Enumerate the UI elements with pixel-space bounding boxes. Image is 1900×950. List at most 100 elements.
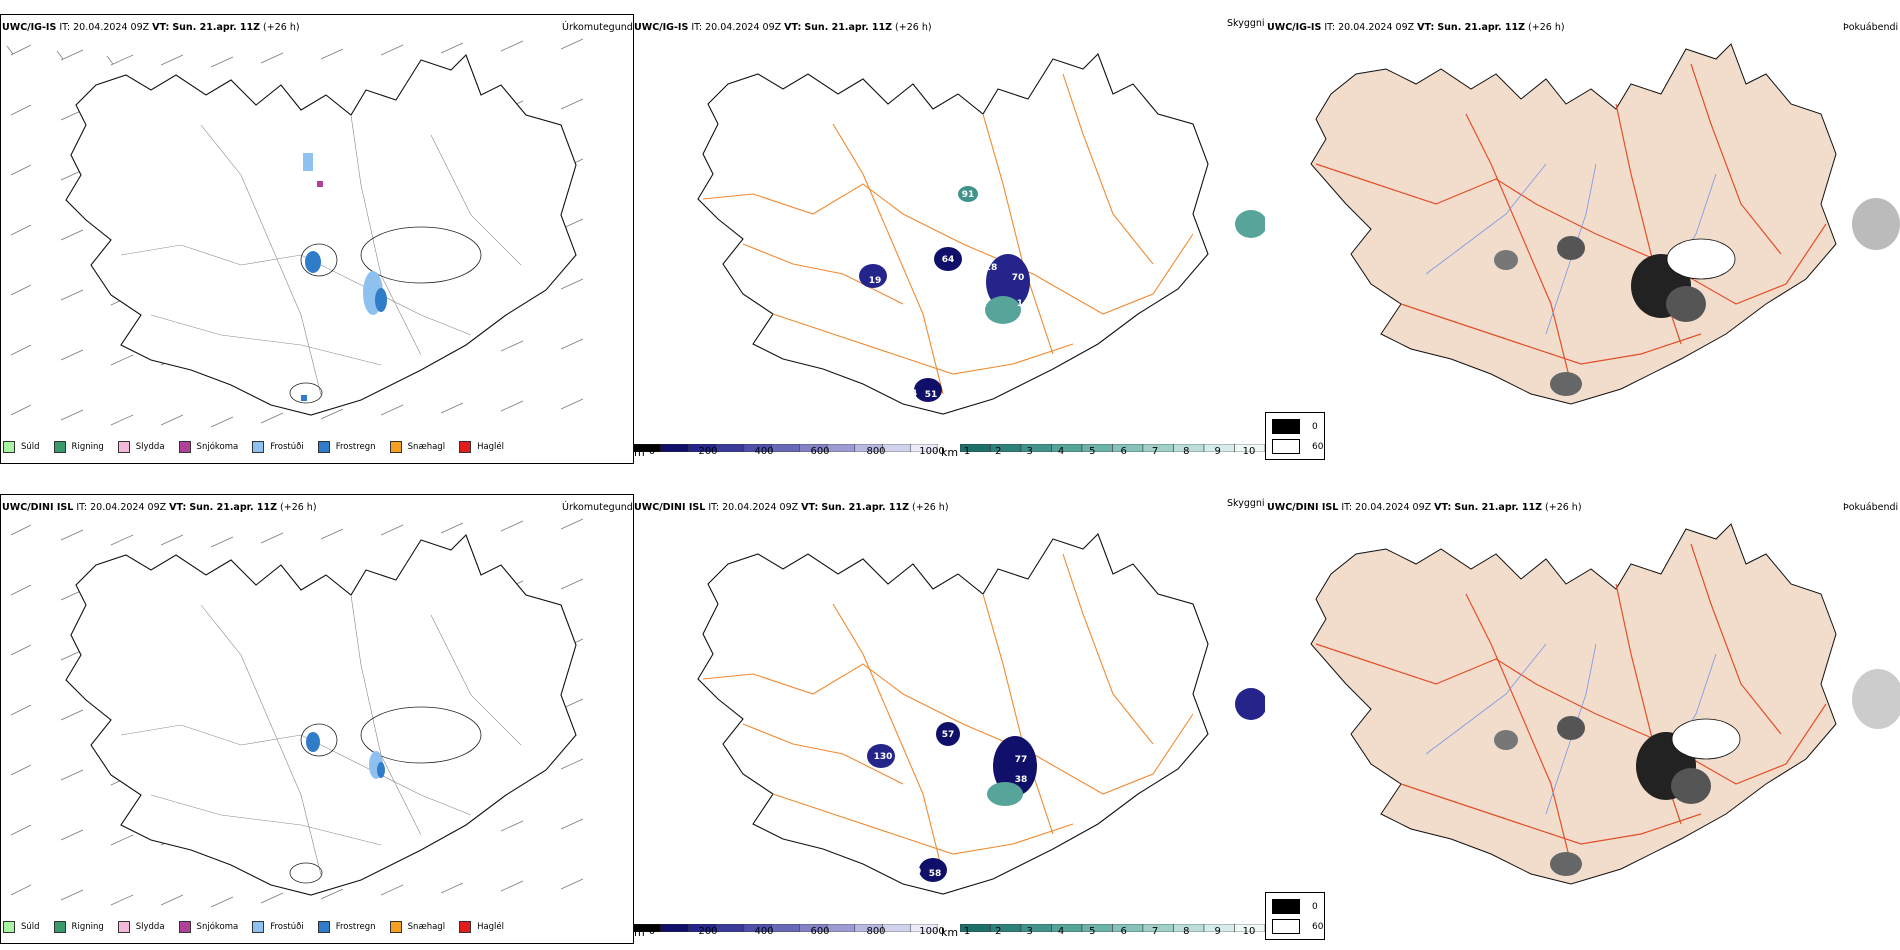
colorbar-tick-label: 0 bbox=[648, 446, 656, 457]
legend-label: Súld bbox=[21, 442, 40, 452]
visibility-label: 19 bbox=[869, 276, 882, 286]
legend-label: Snæhagl bbox=[407, 922, 446, 932]
visibility-label: 57 bbox=[942, 730, 955, 740]
panel-header: UWC/DINI ISL IT: 20.04.2024 09Z VT: Sun.… bbox=[2, 502, 317, 513]
legend-item: Snæhagl bbox=[389, 441, 445, 453]
it-value: 20.04.2024 09Z bbox=[1355, 502, 1432, 513]
roads bbox=[120, 594, 522, 876]
colorbar-tick-label: 7 bbox=[1151, 926, 1159, 937]
legend-label: Frostregn bbox=[335, 922, 376, 932]
lead-time: (+26 h) bbox=[280, 502, 317, 513]
lead-time: (+26 h) bbox=[912, 502, 949, 513]
precip-panel-bottom: Súld Rigning Slydda Snjókoma Frostúði Fr… bbox=[0, 494, 634, 944]
legend-label: Frostúði bbox=[270, 922, 304, 932]
lead-time: (+26 h) bbox=[1528, 22, 1565, 33]
legend-item: Frostregn bbox=[317, 921, 376, 933]
roads bbox=[120, 114, 522, 396]
legend-label: Snjókoma bbox=[196, 922, 239, 932]
legend-label: Frostregn bbox=[335, 442, 376, 452]
colorbar-swatch bbox=[826, 443, 856, 453]
fog-legend-value: 60 bbox=[1312, 441, 1324, 452]
visibility-colorbar bbox=[959, 437, 1266, 453]
roads bbox=[1315, 543, 1827, 865]
elevation-colorbar-swatches bbox=[632, 443, 939, 453]
legend-swatch bbox=[389, 441, 402, 453]
legend-swatch bbox=[252, 921, 265, 933]
vt-value: Sun. 21.apr. 11Z bbox=[821, 502, 909, 513]
legend-swatch bbox=[459, 441, 472, 453]
colorbar-tick-label: 0 bbox=[648, 926, 656, 937]
legend-item: Haglél bbox=[459, 441, 504, 453]
legend-label: Haglél bbox=[477, 922, 505, 932]
colorbar-swatch bbox=[1112, 443, 1144, 453]
visibility-label: 28 bbox=[985, 263, 998, 273]
panel-title: Þokuábendi bbox=[1843, 502, 1899, 513]
legend-label: Rigning bbox=[71, 442, 104, 452]
colorbar-tick-label: 8 bbox=[1183, 446, 1190, 457]
panel-title: Úrkomutegund bbox=[562, 22, 633, 33]
roads bbox=[702, 73, 1194, 395]
colorbar-tick-label: 3 bbox=[1026, 446, 1033, 457]
colorbar-tick-label: 9 bbox=[1214, 446, 1221, 457]
fog-legend: 0 60 bbox=[1265, 892, 1325, 940]
it-label: IT: bbox=[708, 502, 720, 513]
visibility-colorbar-swatches bbox=[959, 923, 1266, 933]
colorbar-tick-label: 800 bbox=[866, 446, 886, 457]
iceland-coast bbox=[697, 533, 1209, 895]
colorbar-tick-label: 5 bbox=[1089, 926, 1096, 937]
visibility-areas bbox=[867, 688, 1265, 882]
elevation-unit: m bbox=[634, 926, 645, 939]
legend-swatch bbox=[117, 921, 130, 933]
fog-areas bbox=[1494, 198, 1900, 396]
it-value: 20.04.2024 09Z bbox=[90, 502, 167, 513]
legend-swatch bbox=[3, 441, 15, 453]
colorbar-tick-label: 1 bbox=[963, 926, 971, 937]
vt-value: Sun. 21.apr. 11Z bbox=[172, 22, 261, 33]
it-label: IT: bbox=[691, 22, 703, 33]
colorbar-swatch bbox=[882, 443, 911, 453]
it-value: 20.04.2024 09Z bbox=[1338, 22, 1415, 33]
colorbar-swatch bbox=[1081, 923, 1113, 933]
fog-panel-top bbox=[1266, 14, 1900, 462]
legend-item: Haglél bbox=[459, 921, 504, 933]
visibility-areas bbox=[859, 186, 1265, 402]
iceland-coast bbox=[65, 534, 577, 896]
colorbar-swatch bbox=[1142, 443, 1174, 453]
colorbar-swatch bbox=[1142, 923, 1174, 933]
legend-label: Rigning bbox=[71, 922, 104, 932]
vt-value: Sun. 21.apr. 11Z bbox=[804, 22, 893, 33]
it-value: 20.04.2024 09Z bbox=[705, 22, 782, 33]
colorbar-swatch bbox=[715, 443, 745, 453]
legend-swatch bbox=[252, 441, 265, 453]
colorbar-tick-label: 4 bbox=[1057, 926, 1065, 937]
visibility-label: 130 bbox=[874, 752, 893, 762]
visibility-colorbar-swatches bbox=[959, 443, 1266, 453]
colorbar-tick-label: 200 bbox=[698, 446, 718, 457]
colorbar-swatch bbox=[882, 923, 911, 933]
vt-label: VT: bbox=[784, 22, 802, 33]
colorbar-swatch bbox=[660, 923, 689, 933]
elevation-colorbar-swatches bbox=[632, 923, 939, 933]
model-name: UWC/DINI ISL bbox=[1267, 502, 1339, 513]
precip-panel-top: Súld Rigning Slydda Snjókoma Frostúði Fr… bbox=[0, 14, 634, 464]
visibility-label: 70 bbox=[1012, 273, 1025, 283]
legend-label: Frostúði bbox=[270, 442, 304, 452]
model-name: UWC/DINI ISL bbox=[634, 502, 706, 513]
elevation-unit: m bbox=[634, 446, 645, 459]
legend-item: Slydda bbox=[117, 921, 165, 933]
visibility-labels: 57 130 77 38 79 58 bbox=[874, 730, 1028, 879]
model-name: UWC/DINI ISL bbox=[2, 502, 74, 513]
fog-legend-light: 60 bbox=[1272, 439, 1323, 454]
visibility-unit: km bbox=[941, 446, 959, 459]
lead-time: (+26 h) bbox=[895, 22, 932, 33]
fog-map bbox=[1310, 43, 1900, 405]
elevation-colorbar bbox=[632, 917, 939, 933]
visibility-label: 74 bbox=[905, 389, 918, 399]
legend-swatch bbox=[53, 921, 66, 933]
colorbar-swatch bbox=[1112, 923, 1144, 933]
vt-value: Sun. 21.apr. 11Z bbox=[1454, 502, 1542, 513]
colorbar-swatch bbox=[1081, 443, 1113, 453]
legend-label: Súld bbox=[21, 922, 40, 932]
fog-legend-value: 60 bbox=[1312, 921, 1324, 932]
precip-map bbox=[6, 38, 584, 428]
